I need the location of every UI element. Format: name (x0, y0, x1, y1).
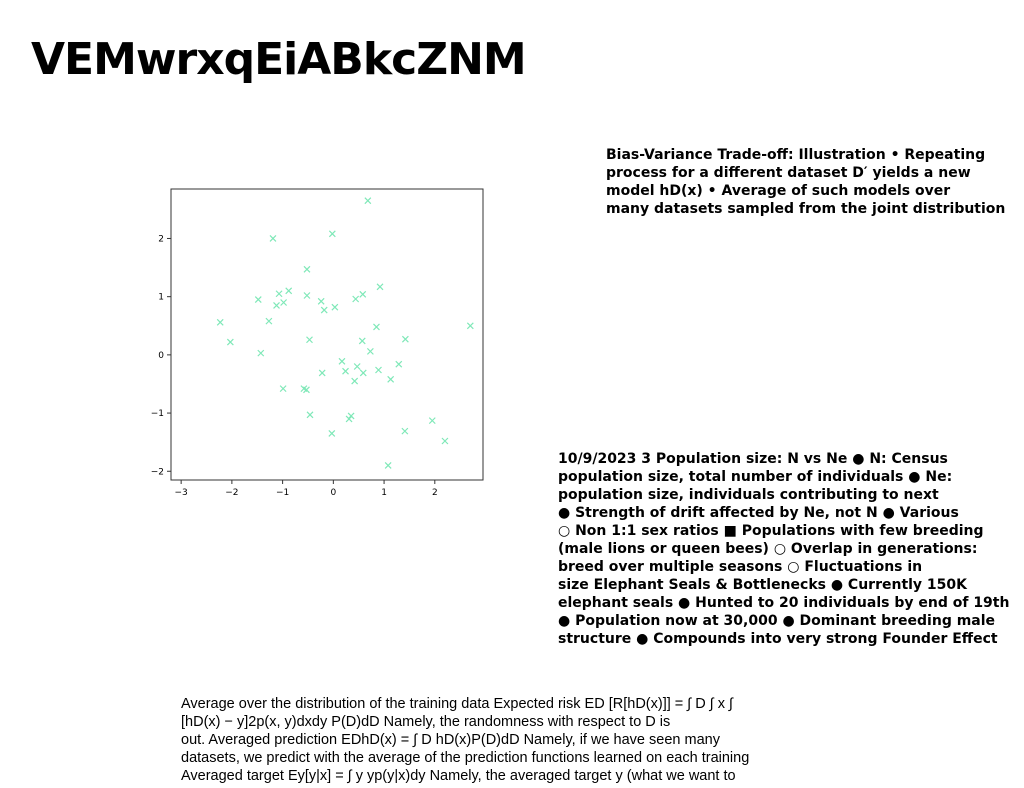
data-point (359, 290, 367, 298)
text-line: structure ● Compounds into very strong F… (558, 631, 998, 647)
data-point (401, 427, 409, 435)
data-point (318, 369, 326, 377)
data-point (364, 197, 372, 205)
y-tick-label: 1 (158, 293, 164, 303)
data-point (384, 462, 392, 469)
data-point (401, 335, 409, 343)
data-point (275, 290, 283, 298)
x-tick-label: −1 (276, 488, 289, 498)
data-point (441, 437, 449, 445)
data-point (265, 317, 273, 325)
page-title: VEMwrxqEiABkcZNM (31, 34, 527, 85)
data-point (347, 412, 355, 420)
y-tick-label: 0 (158, 351, 164, 361)
data-point (376, 283, 384, 291)
data-point (351, 377, 359, 385)
data-point (342, 367, 349, 375)
data-point (226, 338, 234, 346)
text-line: model hD(x) • Average of such models ove… (606, 183, 951, 199)
y-tick-label: −1 (151, 409, 164, 419)
text-line: population size, individuals contributin… (558, 487, 939, 503)
text-line: (male lions or queen bees) ○ Overlap in … (558, 541, 978, 557)
plot-frame (170, 188, 484, 481)
text-line: ○ Non 1:1 sex ratios ■ Populations with … (558, 523, 984, 539)
data-point (216, 318, 224, 326)
data-point (366, 347, 374, 355)
text-line: datasets, we predict with the average of… (181, 750, 750, 766)
text-line: ● Strength of drift affected by Ne, not … (558, 505, 959, 521)
text-line: Averaged target Ey[y|x] = ∫ y yp(y|x)dy … (181, 768, 736, 784)
data-point (285, 287, 293, 295)
text-line: elephant seals ● Hunted to 20 individual… (558, 595, 1010, 611)
data-point (328, 430, 336, 437)
text-line: [hD(x) − y]2p(x, y)dxdy P(D)dD Namely, t… (181, 714, 671, 730)
x-tick-label: 2 (432, 488, 438, 498)
data-point (428, 417, 436, 425)
data-point (338, 357, 346, 365)
data-point (345, 415, 353, 423)
data-point (352, 295, 360, 303)
data-point (279, 385, 287, 393)
x-tick-label: −3 (175, 488, 188, 498)
data-point (373, 323, 380, 331)
data-point (306, 411, 314, 419)
text-line: population size, total number of individ… (558, 469, 953, 485)
data-point (303, 292, 311, 299)
x-tick-label: 1 (381, 488, 387, 498)
data-point (353, 363, 361, 370)
data-point (273, 301, 280, 309)
x-tick-label: −2 (225, 488, 238, 498)
data-point (358, 337, 366, 345)
data-point (320, 306, 328, 314)
text-line: ● Population now at 30,000 ● Dominant br… (558, 613, 996, 629)
data-point (269, 235, 277, 242)
text-line: out. Averaged prediction EDhD(x) = ∫ D h… (181, 732, 720, 748)
data-point (359, 369, 367, 377)
data-point (303, 265, 311, 273)
data-point (387, 375, 395, 383)
data-point (306, 336, 313, 344)
expected-risk-text: Average over the distribution of the tra… (181, 695, 821, 785)
scatter-chart-svg: −3 −2 −1 0 1 2 −2 −1 0 1 2 (151, 188, 484, 498)
data-point (317, 297, 325, 305)
text-line: Average over the distribution of the tra… (181, 696, 734, 712)
data-point (328, 230, 336, 238)
scatter-chart: −3 −2 −1 0 1 2 −2 −1 0 1 2 (150, 180, 495, 504)
bias-variance-text: Bias-Variance Trade-off: Illustration • … (606, 146, 1024, 218)
x-tick-label: 0 (330, 488, 336, 498)
data-point (303, 386, 310, 394)
y-tick-label: 2 (158, 234, 164, 244)
text-line: process for a different dataset D′ yield… (606, 165, 971, 181)
data-point (257, 349, 265, 357)
population-size-text: 10/9/2023 3 Population size: N vs Ne ● N… (558, 450, 1024, 648)
data-point (254, 296, 262, 304)
y-tick-label: −2 (151, 467, 164, 477)
text-line: Bias-Variance Trade-off: Illustration • … (606, 147, 986, 163)
data-point (395, 360, 403, 368)
data-point (280, 299, 288, 306)
text-line: 10/9/2023 3 Population size: N vs Ne ● N… (558, 451, 948, 467)
text-line: size Elephant Seals & Bottlenecks ● Curr… (558, 577, 968, 593)
data-point (466, 322, 474, 330)
data-point (375, 366, 382, 374)
text-line: breed over multiple seasons ○ Fluctuatio… (558, 559, 923, 575)
text-line: many datasets sampled from the joint dis… (606, 201, 1006, 217)
data-point (331, 303, 339, 311)
